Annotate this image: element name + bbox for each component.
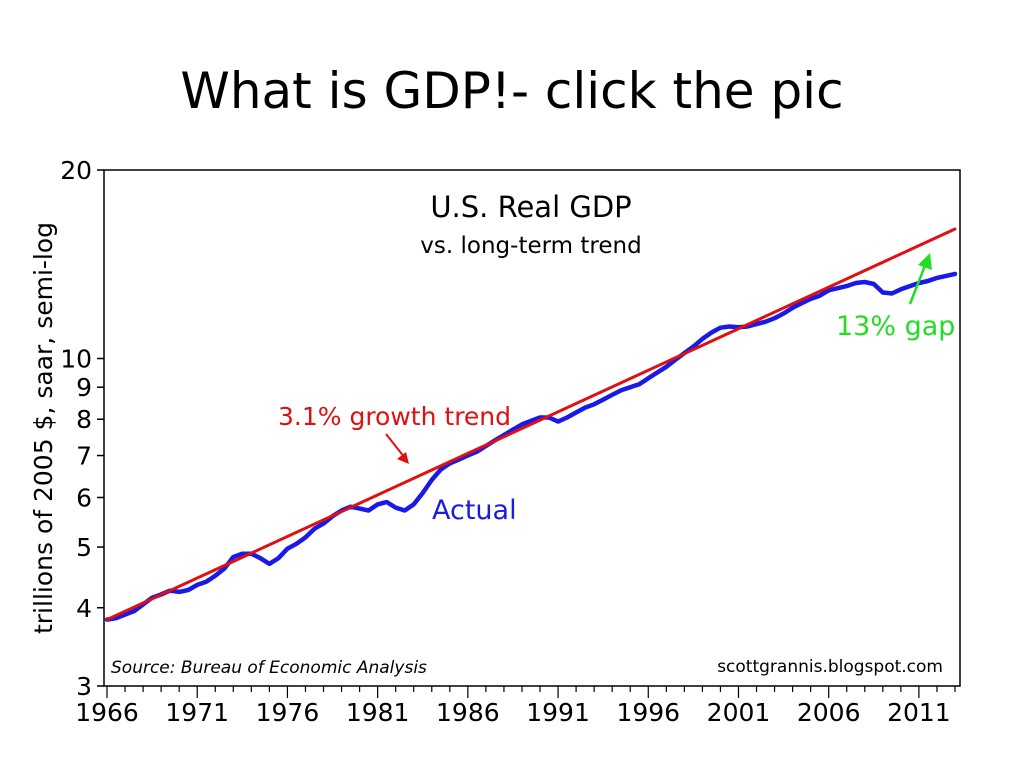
y-tick-label: 3 xyxy=(76,672,92,701)
y-tick-label: 8 xyxy=(76,405,92,434)
y-axis-label: trillions of 2005 $, saar, semi-log xyxy=(29,222,58,634)
plot-frame xyxy=(103,169,961,687)
x-tick-label: 2001 xyxy=(707,698,771,727)
slide-title: What is GDP!- click the pic xyxy=(180,62,844,120)
trend-line xyxy=(105,227,957,622)
x-tick-label: 1991 xyxy=(526,698,590,727)
x-tick-label: 1966 xyxy=(75,698,139,727)
x-tick-label: 2011 xyxy=(887,698,951,727)
chart-subtitle: vs. long-term trend xyxy=(420,233,641,259)
y-tick-label: 20 xyxy=(60,156,92,185)
x-tick-label: 1981 xyxy=(346,698,410,727)
y-tick-label: 5 xyxy=(76,533,92,562)
gap-arrow xyxy=(908,253,932,305)
actual-label: Actual xyxy=(432,495,517,526)
y-tick-label: 7 xyxy=(76,442,92,471)
source-note: Source: Bureau of Economic Analysis xyxy=(111,658,427,678)
trend-arrow xyxy=(385,433,409,464)
trend-label: 3.1% growth trend xyxy=(278,402,511,431)
x-tick-label: 1976 xyxy=(256,698,320,727)
x-tick-label: 1986 xyxy=(436,698,500,727)
y-axis: 3 4 5 6 7 8 910 20 xyxy=(60,156,104,701)
x-tick-label: 2006 xyxy=(797,698,861,727)
y-tick-label: 6 xyxy=(76,483,92,512)
gap-label: 13% gap xyxy=(836,311,955,342)
y-tick-label: 4 xyxy=(76,594,92,623)
y-tick-label: 10 xyxy=(60,345,92,374)
chart-title: U.S. Real GDP xyxy=(430,190,631,224)
series-layer xyxy=(104,227,958,622)
x-tick-label: 1971 xyxy=(165,698,229,727)
credit-note: scottgrannis.blogspot.com xyxy=(717,657,943,677)
x-tick-label: 1996 xyxy=(616,698,680,727)
x-axis: 1966 1971 1976 1981 1986 1991 1996 2001 2006 2011 xyxy=(75,686,956,727)
y-tick-label: 9 xyxy=(76,373,92,402)
